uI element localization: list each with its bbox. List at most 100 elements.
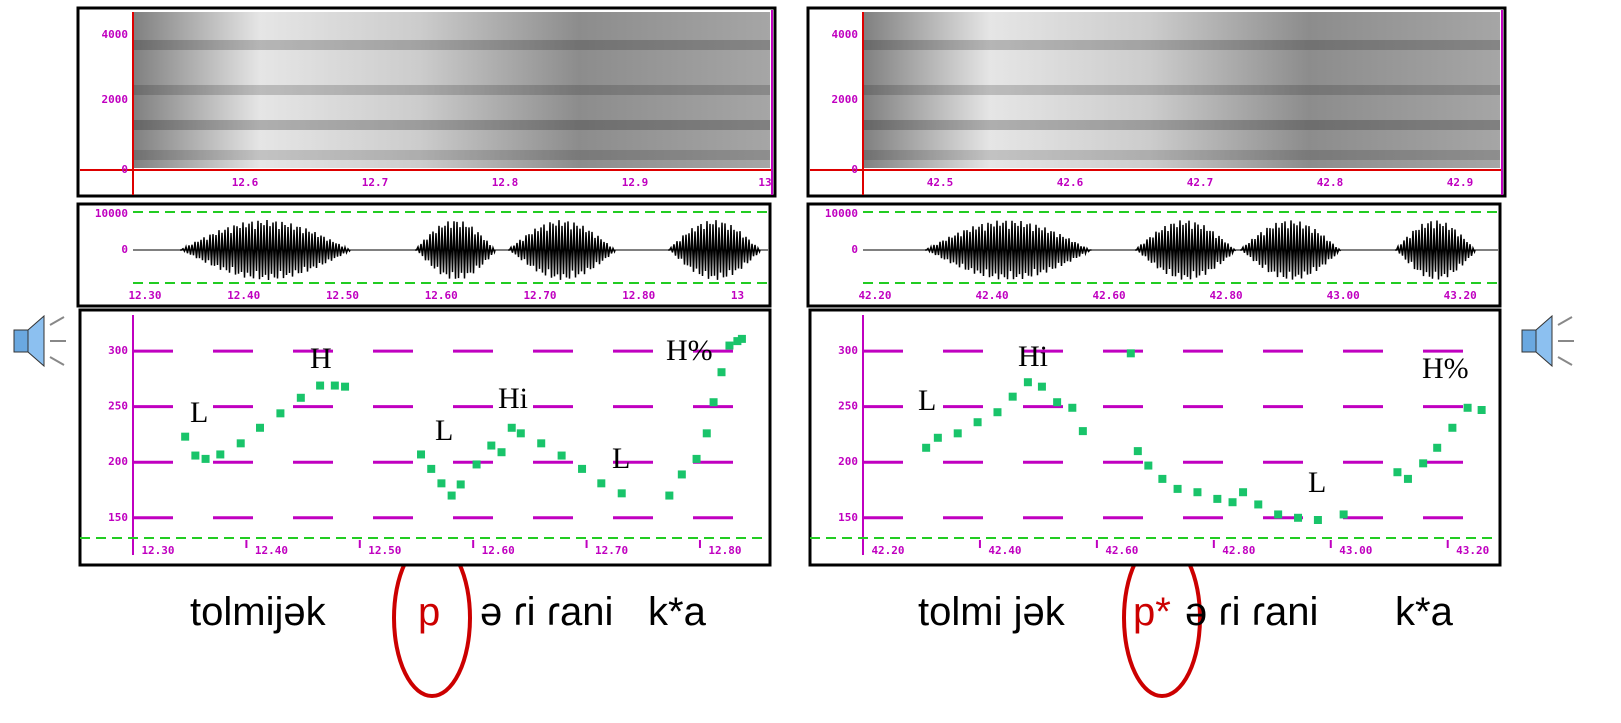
x-tick-label: 42.80 xyxy=(1210,289,1243,302)
pitch-point xyxy=(1037,382,1046,391)
pitch-point xyxy=(1339,510,1348,519)
pitch-point xyxy=(456,480,465,489)
pitch-point xyxy=(677,470,686,479)
x-tick-label: 12.70 xyxy=(595,544,628,557)
pitch-point xyxy=(709,398,718,407)
pitch-point xyxy=(1173,484,1182,493)
pitch-point xyxy=(1228,498,1237,507)
transcription-segment: tolmi jək xyxy=(918,590,1066,634)
speaker-icon[interactable] xyxy=(13,314,66,368)
pitch-point xyxy=(702,429,711,438)
pitch-point xyxy=(1433,443,1442,452)
pitch-point xyxy=(993,408,1002,417)
transcription-segment: p xyxy=(418,590,440,634)
pitch-point xyxy=(1008,392,1017,401)
pitch-point xyxy=(1144,461,1153,470)
x-tick-label: 43.00 xyxy=(1339,544,1372,557)
pitch-point xyxy=(1294,513,1303,522)
waveform-burst xyxy=(1135,220,1237,280)
formant-band xyxy=(133,40,770,50)
pitch-point xyxy=(1419,459,1428,468)
y-tick-label: 0 xyxy=(851,243,858,256)
pitch-point xyxy=(1313,516,1322,524)
x-tick-label: 42.5 xyxy=(927,176,954,189)
pitch-point xyxy=(557,451,566,460)
transcription-segment: p* xyxy=(1133,590,1171,634)
pitch-point xyxy=(487,441,496,450)
pitch-point xyxy=(922,443,931,452)
formant-band xyxy=(863,120,1500,130)
formant-band xyxy=(863,40,1500,50)
formant-band xyxy=(863,150,1500,160)
x-tick-label: 13 xyxy=(758,176,771,189)
waveform-burst xyxy=(925,220,1092,280)
pitch-point xyxy=(507,423,516,432)
pitch-point xyxy=(597,479,606,488)
tone-label: L xyxy=(918,384,936,417)
x-tick-label: 43.00 xyxy=(1327,289,1360,302)
tone-label: L xyxy=(435,414,453,447)
pitch-point xyxy=(516,429,525,438)
pitch-point xyxy=(256,423,264,432)
waveform-burst xyxy=(508,220,616,280)
pitch-point xyxy=(236,439,245,448)
pitch-point xyxy=(1133,447,1142,456)
tone-label: L xyxy=(612,442,630,475)
pitch-point xyxy=(472,460,481,469)
pitch-point xyxy=(1477,406,1486,414)
pitch-point xyxy=(725,341,734,350)
x-tick-label: 42.80 xyxy=(1222,544,1255,557)
pitch-point xyxy=(692,454,701,463)
y-tick-label: 0 xyxy=(121,163,128,176)
tone-label: Hi xyxy=(1018,340,1048,373)
spectrogram-image xyxy=(863,12,1500,168)
pitch-point xyxy=(276,409,285,418)
x-tick-label: 42.60 xyxy=(1093,289,1126,302)
transcription-segment: k*a xyxy=(1395,590,1454,634)
x-tick-label: 42.8 xyxy=(1317,176,1344,189)
speaker-icon[interactable] xyxy=(1521,314,1574,368)
x-tick-label: 43.20 xyxy=(1456,544,1489,557)
y-tick-label: 150 xyxy=(838,511,858,524)
x-tick-label: 42.20 xyxy=(871,544,904,557)
tone-label: H% xyxy=(1422,352,1469,385)
pitch-point xyxy=(578,464,587,473)
pitch-point xyxy=(953,429,962,438)
pitch-point xyxy=(1274,510,1283,519)
y-tick-label: 200 xyxy=(108,455,128,468)
waveform-burst xyxy=(415,221,496,279)
y-tick-label: 2000 xyxy=(102,93,129,106)
pitch-point xyxy=(1393,468,1402,477)
x-tick-label: 12.40 xyxy=(227,289,260,302)
y-tick-label: 250 xyxy=(108,400,128,413)
tone-label: Hi xyxy=(498,382,528,415)
pitch-point xyxy=(427,464,436,473)
spectrogram-image xyxy=(133,12,770,168)
pitch-point xyxy=(437,479,446,488)
y-tick-label: 300 xyxy=(108,344,128,357)
pitch-point xyxy=(1068,403,1077,412)
pitch-point xyxy=(330,381,339,390)
pitch-point xyxy=(1213,494,1222,503)
pitch-point xyxy=(617,489,626,498)
pitch-point xyxy=(717,368,726,377)
pitch-point xyxy=(665,491,674,500)
waveform-burst xyxy=(668,220,761,280)
transcription-segment: tolmijək xyxy=(190,590,327,634)
y-tick-label: 4000 xyxy=(102,28,129,41)
x-tick-label: 12.30 xyxy=(141,544,174,557)
pitch-point xyxy=(1126,349,1135,358)
y-tick-label: 300 xyxy=(838,344,858,357)
pitch-point xyxy=(933,433,942,442)
pitch-point xyxy=(1463,403,1472,412)
pitch-point xyxy=(341,382,350,391)
pitch-point xyxy=(1023,378,1032,387)
y-tick-label: 0 xyxy=(851,163,858,176)
x-tick-label: 12.6 xyxy=(232,176,259,189)
x-tick-label: 42.7 xyxy=(1187,176,1214,189)
x-tick-label: 12.8 xyxy=(492,176,519,189)
pitch-point xyxy=(733,337,742,346)
pitch-point xyxy=(1239,488,1248,497)
x-tick-label: 12.60 xyxy=(425,289,458,302)
pitch-point xyxy=(1053,398,1062,407)
